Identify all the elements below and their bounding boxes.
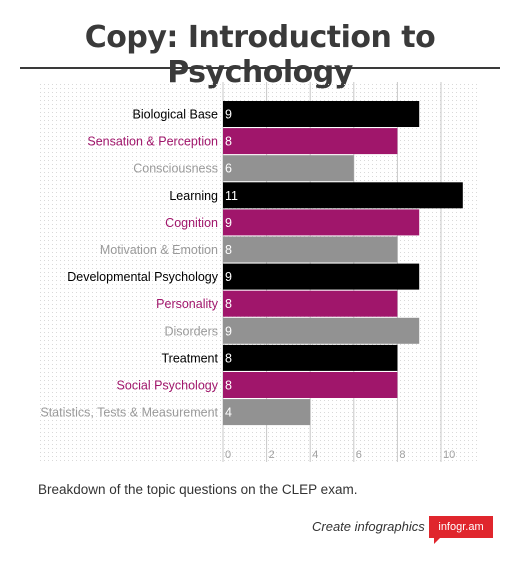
category-label: Sensation & Perception — [87, 135, 218, 149]
bar — [223, 236, 398, 263]
value-label: 8 — [225, 135, 232, 149]
tick-label: 2 — [269, 449, 275, 461]
bar — [223, 155, 354, 182]
chart-caption: Breakdown of the topic questions on the … — [38, 482, 358, 497]
value-label: 8 — [225, 379, 232, 393]
bar — [223, 399, 311, 426]
category-label: Motivation & Emotion — [100, 243, 218, 257]
category-label: Disorders — [165, 324, 219, 338]
category-label: Statistics, Tests & Measurement — [40, 406, 218, 420]
bar — [223, 372, 398, 398]
value-label: 9 — [225, 270, 232, 284]
page-title: Copy: Introduction to Psychology — [84, 20, 436, 90]
value-label: 8 — [225, 297, 232, 311]
bar — [223, 128, 398, 155]
value-label: 9 — [225, 108, 232, 122]
bar — [223, 209, 420, 236]
category-label: Learning — [169, 189, 218, 203]
bar — [223, 317, 420, 344]
category-label: Treatment — [161, 351, 218, 365]
tick-label: 0 — [225, 449, 231, 461]
value-label: 4 — [225, 406, 232, 420]
value-label: 9 — [225, 324, 232, 338]
value-label: 9 — [225, 216, 232, 230]
title-divider — [20, 67, 500, 69]
badge-pointer — [434, 538, 440, 544]
category-label: Consciousness — [133, 162, 218, 176]
category-label: Developmental Psychology — [67, 270, 219, 284]
infogram-logo-badge[interactable]: infogr.am — [429, 516, 493, 538]
tick-label: 4 — [312, 449, 318, 461]
x-axis-ticks: 0 2 4 6 8 10 — [225, 449, 455, 461]
category-label: Biological Base — [133, 108, 219, 122]
bar — [223, 101, 420, 127]
value-label: 6 — [225, 162, 232, 176]
value-label: 8 — [225, 243, 232, 257]
create-infographics-link[interactable]: Create infographics — [312, 519, 425, 534]
value-label: 11 — [225, 189, 238, 203]
tick-label: 10 — [443, 449, 455, 461]
tick-label: 6 — [356, 449, 362, 461]
bar — [223, 344, 398, 371]
value-label: 8 — [225, 351, 232, 365]
bar — [223, 182, 463, 209]
category-label: Cognition — [165, 216, 218, 230]
category-label: Social Psychology — [117, 379, 219, 393]
category-label: Personality — [156, 297, 219, 311]
bar — [223, 290, 398, 317]
bar — [223, 263, 420, 290]
tick-label: 8 — [399, 449, 405, 461]
